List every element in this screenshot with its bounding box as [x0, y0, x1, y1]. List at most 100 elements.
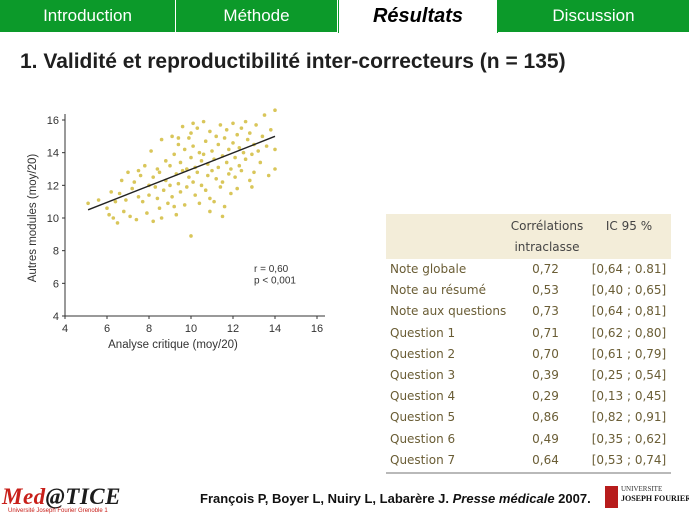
- data-point: [208, 129, 212, 134]
- data-point: [201, 119, 206, 124]
- data-point: [210, 168, 214, 173]
- tab-discussion[interactable]: Discussion: [498, 0, 689, 33]
- tab-resultats[interactable]: Résultats: [338, 0, 498, 33]
- data-point: [254, 123, 258, 127]
- data-point: [193, 193, 197, 197]
- data-point: [128, 214, 132, 219]
- data-point: [107, 212, 111, 217]
- tab-methode[interactable]: Méthode: [176, 0, 338, 33]
- data-point: [147, 193, 151, 197]
- data-point: [203, 139, 208, 144]
- logo-subtitle: Université Joseph Fourier Grenoble 1: [8, 508, 108, 514]
- header-correlations: Corrélations: [510, 219, 584, 233]
- data-point: [222, 204, 227, 209]
- tab-introduction[interactable]: Introduction: [0, 0, 176, 33]
- data-point: [248, 131, 252, 135]
- row-ic95: [0,25 ; 0,54]: [591, 368, 667, 382]
- data-point: [191, 180, 195, 184]
- y-tick-label: 8: [53, 246, 59, 258]
- y-axis-label: Autres modules (moy/20): [27, 154, 39, 283]
- row-correlation: 0,49: [532, 431, 559, 446]
- data-point: [218, 185, 223, 189]
- row-correlation: 0,64: [532, 452, 559, 467]
- data-point: [199, 183, 204, 188]
- data-point: [132, 180, 137, 184]
- data-point: [216, 142, 221, 147]
- data-point: [218, 123, 223, 127]
- table-header: Corrélations intraclasse IC 95 %: [386, 214, 671, 259]
- y-tick-label: 14: [47, 148, 59, 160]
- row-ic95: [0,64 ; 0,81]: [591, 304, 667, 319]
- data-point: [216, 165, 221, 170]
- data-point: [237, 145, 242, 150]
- y-tick-label: 16: [47, 115, 59, 127]
- data-point: [231, 141, 235, 145]
- data-point: [201, 152, 206, 157]
- data-point: [124, 198, 128, 202]
- data-point: [145, 211, 149, 215]
- data-point: [174, 212, 179, 217]
- data-point: [151, 175, 155, 179]
- data-point: [208, 209, 212, 214]
- table-row: Question 4 0,29 [0,13 ; 0,45]: [386, 386, 671, 407]
- data-point: [224, 128, 229, 132]
- row-label: Question 4: [390, 389, 456, 404]
- x-tick-label: 16: [311, 323, 323, 335]
- data-point: [155, 167, 160, 171]
- data-point: [180, 168, 185, 173]
- data-point: [136, 168, 141, 173]
- data-point: [252, 170, 256, 175]
- row-correlation: 0,86: [532, 410, 559, 425]
- row-label: Note globale: [390, 262, 467, 276]
- row-label: Note aux questions: [390, 304, 507, 319]
- row-correlation: 0,72: [532, 262, 559, 276]
- row-label: Note au résumé: [390, 283, 486, 298]
- data-point: [224, 160, 229, 165]
- data-point: [273, 147, 277, 152]
- annotation-r: r = 0,60: [254, 264, 289, 275]
- data-point: [195, 170, 200, 175]
- data-point: [119, 178, 124, 183]
- row-correlation: 0,39: [532, 368, 559, 382]
- data-point: [214, 134, 218, 139]
- table-row: Question 3 0,39 [0,25 ; 0,54]: [386, 365, 671, 386]
- data-point: [176, 142, 181, 147]
- table-row: Question 7 0,64 [0,53 ; 0,74]: [386, 450, 671, 471]
- data-point: [164, 159, 168, 163]
- data-point: [172, 152, 176, 157]
- data-point: [136, 194, 141, 199]
- table-row: Note globale 0,72 [0,64 ; 0.81]: [386, 259, 671, 280]
- data-point: [237, 163, 242, 168]
- data-point: [189, 234, 193, 238]
- row-ic95: [0,64 ; 0.81]: [591, 262, 667, 276]
- data-point: [243, 157, 248, 161]
- data-point: [199, 159, 204, 163]
- data-point: [166, 201, 170, 206]
- data-point: [220, 214, 225, 219]
- data-point: [161, 188, 166, 193]
- data-point: [239, 126, 244, 130]
- table-bottom-rule: [386, 472, 671, 474]
- row-ic95: [0,40 ; 0,65]: [591, 283, 667, 298]
- data-point: [250, 185, 254, 189]
- y-tick-label: 6: [53, 278, 59, 290]
- table-row: Question 5 0,86 [0,82 ; 0,91]: [386, 407, 671, 428]
- data-point: [214, 177, 218, 181]
- row-ic95: [0,53 ; 0,74]: [591, 452, 667, 467]
- row-correlation: 0,70: [532, 346, 559, 361]
- row-label: Question 7: [390, 452, 456, 467]
- data-point: [176, 136, 181, 140]
- data-point: [140, 199, 145, 204]
- data-point: [206, 173, 210, 178]
- x-tick-label: 4: [62, 323, 68, 335]
- data-point: [151, 219, 155, 224]
- ujf-logo-line1: UNIVERSITE: [621, 485, 663, 493]
- data-point: [269, 128, 273, 132]
- data-point: [187, 136, 191, 140]
- row-ic95: [0,35 ; 0,62]: [591, 431, 667, 446]
- data-point: [260, 134, 265, 139]
- table-row: Question 2 0,70 [0,61 ; 0,79]: [386, 344, 671, 365]
- data-point: [126, 170, 130, 175]
- data-point: [273, 108, 277, 112]
- data-point: [235, 132, 239, 137]
